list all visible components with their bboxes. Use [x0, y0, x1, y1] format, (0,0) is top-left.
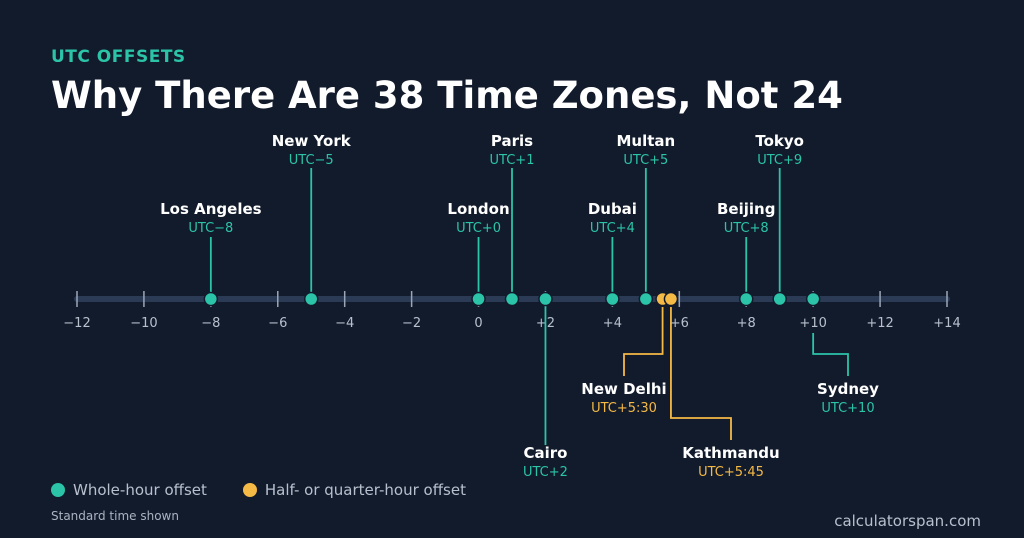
tick-label: −2	[402, 316, 421, 331]
legend: Whole-hour offset Half- or quarter-hour …	[51, 481, 502, 499]
city-label: New York	[272, 132, 352, 150]
city-label: Tokyo	[755, 132, 804, 150]
data-point	[504, 291, 520, 307]
offset-label: UTC+5	[623, 153, 668, 168]
data-point	[471, 291, 486, 307]
legend-label-whole: Whole-hour offset	[73, 481, 207, 499]
tick-label: −12	[63, 316, 90, 331]
legend-item-whole: Whole-hour offset	[51, 481, 207, 499]
data-point	[638, 291, 654, 307]
city-label: London	[447, 200, 509, 218]
data-point	[772, 291, 787, 307]
tick-label: +6	[670, 316, 689, 331]
offset-label: UTC+5:30	[591, 401, 657, 416]
tick-label: +10	[799, 316, 826, 331]
city-label: Paris	[491, 132, 533, 150]
tick-label: +12	[866, 316, 893, 331]
legend-label-fractional: Half- or quarter-hour offset	[264, 481, 466, 499]
legend-item-fractional: Half- or quarter-hour offset	[242, 481, 466, 499]
offset-label: UTC−8	[188, 221, 233, 236]
offset-label: UTC+9	[757, 153, 802, 168]
tick-label: +14	[933, 316, 960, 331]
offset-label: UTC+2	[523, 465, 568, 480]
city-label: Sydney	[817, 380, 879, 398]
data-point	[663, 291, 679, 307]
tick-label: −6	[268, 316, 287, 331]
city-label: Los Angeles	[160, 200, 262, 218]
tick-label: −4	[335, 316, 354, 331]
city-label: Multan	[616, 132, 675, 150]
city-label: Beijing	[717, 200, 775, 218]
city-label: Kathmandu	[682, 444, 779, 462]
tick-label: +8	[737, 316, 756, 331]
data-point	[738, 291, 754, 307]
legend-swatch-fractional	[242, 483, 257, 497]
offset-label: UTC+0	[456, 221, 501, 236]
tick-label: 0	[474, 316, 482, 331]
leader-line	[623, 307, 664, 376]
source-credit: calculatorspan.com	[834, 512, 981, 530]
tick-label: +4	[603, 316, 622, 331]
offset-label: UTC+4	[590, 221, 635, 236]
offset-label: UTC+5:45	[698, 465, 764, 480]
city-label: Cairo	[523, 444, 567, 462]
leader-line	[812, 333, 849, 376]
data-point	[203, 291, 219, 307]
offset-label: UTC+1	[490, 153, 535, 168]
tick-label: −8	[201, 316, 220, 331]
legend-swatch-whole	[51, 483, 65, 497]
footnote: Standard time shown	[51, 509, 179, 523]
offset-label: UTC+10	[821, 401, 874, 416]
offset-label: UTC+8	[724, 221, 769, 236]
city-label: New Delhi	[581, 380, 666, 398]
data-point	[538, 291, 553, 307]
city-label: Dubai	[588, 200, 637, 218]
data-point	[805, 291, 821, 307]
leader-line	[670, 307, 732, 440]
tick-label: −10	[130, 316, 157, 331]
data-point	[605, 291, 620, 307]
offset-label: UTC−5	[289, 153, 334, 168]
data-point	[303, 291, 319, 307]
chart-kicker: UTC OFFSETS	[51, 47, 186, 67]
chart-title: Why There Are 38 Time Zones, Not 24	[51, 74, 843, 117]
